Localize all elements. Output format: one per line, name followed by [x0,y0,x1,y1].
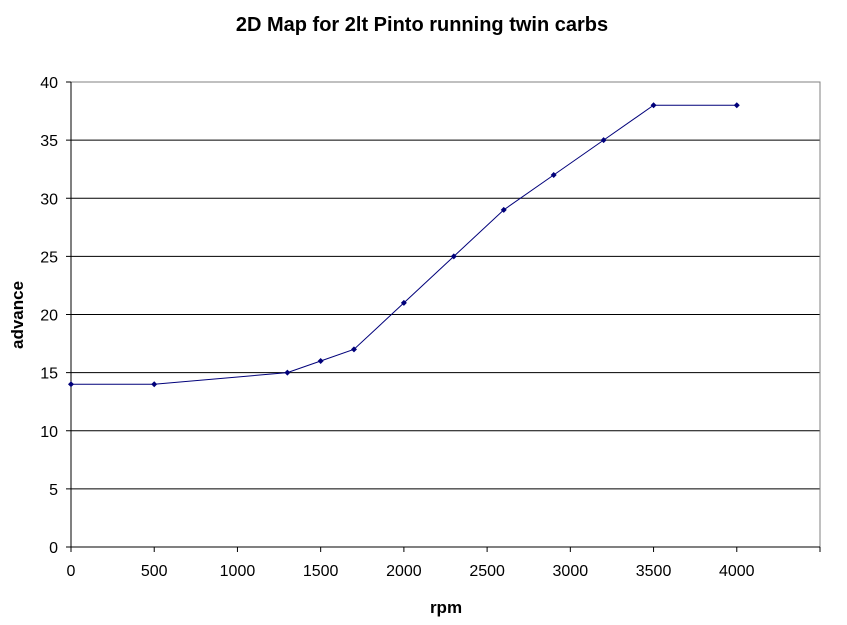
x-tick-label-2500: 2500 [469,563,505,580]
y-tick-label-20: 20 [40,308,58,325]
x-tick-label-1000: 1000 [220,563,256,580]
data-point-0 [68,381,74,388]
data-point-6 [450,253,457,260]
data-point-11 [733,102,740,109]
y-tick-label-10: 10 [40,424,58,441]
y-tick-labels: 0 5 10 15 20 25 30 35 40 [40,75,58,557]
x-tick-label-4000: 4000 [719,563,755,580]
y-tick-label-0: 0 [49,540,58,557]
data-point-8 [550,172,557,178]
x-tick-label-2000: 2000 [386,563,422,580]
y-axis [66,81,72,548]
x-axis [70,546,821,552]
data-point-5 [400,299,407,306]
data-point-4 [350,346,357,353]
x-tick-label-3500: 3500 [636,563,672,580]
data-point-10 [650,102,657,109]
y-tick-label-40: 40 [40,75,58,92]
data-point-7 [500,206,507,213]
x-tick-label-0: 0 [67,563,76,580]
data-point-9 [600,137,607,144]
data-point-3 [317,358,324,364]
x-axis-label: rpm [430,598,462,617]
y-tick-label-35: 35 [40,133,58,150]
chart-title: 2D Map for 2lt Pinto running twin carbs [236,14,608,36]
data-point-2 [284,369,291,376]
y-axis-label: advance [8,281,27,349]
y-tick-label-15: 15 [40,366,58,383]
x-tick-labels: 0 500 1000 1500 2000 2500 3000 3500 4000 [67,563,755,580]
y-tick-label-5: 5 [49,482,58,499]
x-tick-label-500: 500 [141,563,168,580]
x-tick-label-1500: 1500 [303,563,339,580]
series-line [71,104,737,385]
data-point-1 [151,381,158,388]
x-tick-label-3000: 3000 [553,563,589,580]
y-tick-label-25: 25 [40,249,58,266]
y-tick-label-30: 30 [40,191,58,208]
series-markers [68,102,740,388]
gridlines [71,81,820,490]
